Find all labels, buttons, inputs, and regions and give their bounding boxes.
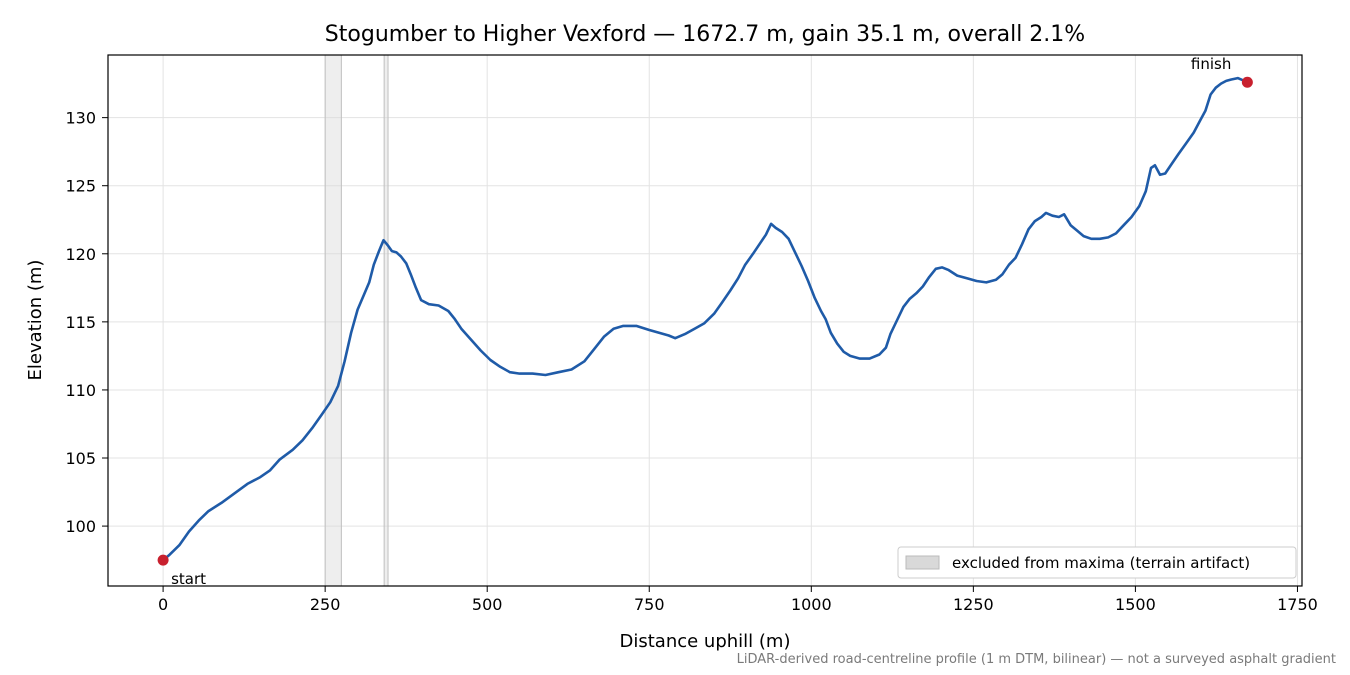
- x-tick-label: 1500: [1115, 595, 1156, 614]
- marker-finish: [1241, 76, 1253, 88]
- footnote: LiDAR-derived road-centreline profile (1…: [736, 652, 1336, 667]
- excluded-bands: [324, 55, 389, 586]
- y-tick-label: 105: [65, 449, 96, 468]
- x-tick-label: 500: [472, 595, 503, 614]
- y-tick-label: 130: [65, 109, 96, 128]
- marker-start: [157, 554, 169, 566]
- y-axis-ticks: 100 105 110 115 120 125 130: [65, 109, 108, 536]
- excluded-band: [325, 55, 342, 586]
- x-tick-label: 750: [634, 595, 665, 614]
- grid: [108, 55, 1302, 586]
- x-tick-label: 250: [310, 595, 341, 614]
- legend: excluded from maxima (terrain artifact): [897, 546, 1297, 579]
- excluded-band: [384, 55, 389, 586]
- markers: start finish: [157, 55, 1253, 588]
- x-axis-label: Distance uphill (m): [620, 631, 791, 652]
- x-tick-label: 1750: [1277, 595, 1318, 614]
- legend-label: excluded from maxima (terrain artifact): [952, 554, 1250, 572]
- y-tick-label: 110: [65, 381, 96, 400]
- x-tick-label: 0: [158, 595, 168, 614]
- y-axis-label: Elevation (m): [25, 260, 46, 381]
- series-layer: [161, 76, 1249, 562]
- y-tick-label: 120: [65, 245, 96, 264]
- x-tick-label: 1250: [953, 595, 994, 614]
- legend-box: [897, 546, 1297, 579]
- x-tick-label: 1000: [791, 595, 832, 614]
- y-tick-label: 115: [65, 313, 96, 332]
- marker-label-finish: finish: [1191, 55, 1231, 73]
- elevation-line: [161, 76, 1249, 562]
- chart-title: Stogumber to Higher Vexford — 1672.7 m, …: [325, 22, 1085, 47]
- y-tick-label: 125: [65, 177, 96, 196]
- y-tick-label: 100: [65, 517, 96, 536]
- x-axis-ticks: 0 250 500 750 1000 1250 1500 1750: [158, 586, 1318, 614]
- legend-swatch: [905, 555, 940, 570]
- marker-label-start: start: [171, 570, 206, 588]
- plot-frame: [107, 54, 1303, 587]
